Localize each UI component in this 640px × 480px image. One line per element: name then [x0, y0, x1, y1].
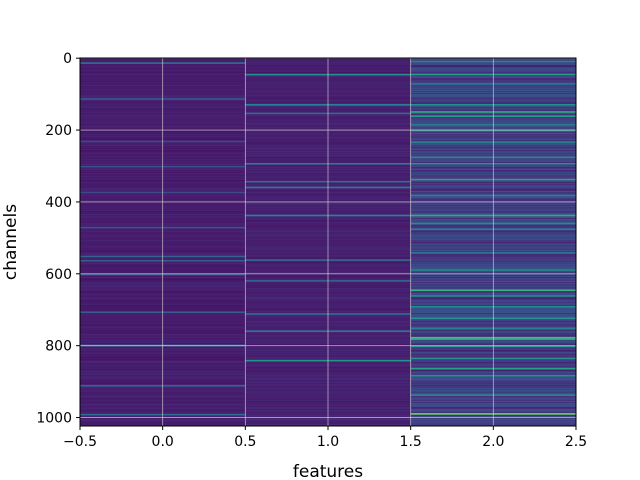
x-axis: −0.5 0.0 0.5 1.0 1.5 2.0 2.5: [63, 426, 587, 450]
y-tick-label: 600: [45, 267, 72, 283]
y-tick-label: 200: [45, 123, 72, 139]
y-tick-label: 400: [45, 195, 72, 211]
x-tick-label: −0.5: [63, 434, 97, 450]
x-tick-label: 2.0: [482, 434, 504, 450]
x-axis-label: features: [293, 462, 363, 480]
y-axis: 0 200 400 600 800 1000: [36, 51, 80, 427]
grid-lines: [80, 57, 576, 426]
x-tick-label: 0.0: [152, 434, 174, 450]
x-tick-label: 0.5: [234, 434, 256, 450]
x-tick-label: 1.5: [400, 434, 422, 450]
y-axis-label: channels: [1, 204, 21, 280]
y-tick-label: 800: [45, 339, 72, 355]
y-tick-label: 1000: [36, 411, 72, 427]
y-tick-label: 0: [63, 51, 72, 67]
x-tick-label: 1.0: [317, 434, 339, 450]
x-tick-label: 2.5: [565, 434, 587, 450]
